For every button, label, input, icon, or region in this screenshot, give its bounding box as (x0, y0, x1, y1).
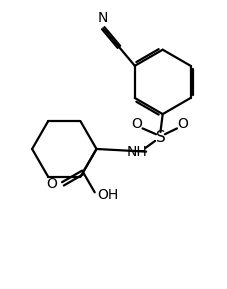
Text: O: O (177, 117, 188, 131)
Text: S: S (155, 130, 165, 145)
Text: OH: OH (97, 188, 118, 202)
Text: O: O (47, 177, 58, 191)
Text: O: O (131, 117, 142, 131)
Text: N: N (98, 10, 108, 25)
Text: NH: NH (127, 145, 148, 159)
